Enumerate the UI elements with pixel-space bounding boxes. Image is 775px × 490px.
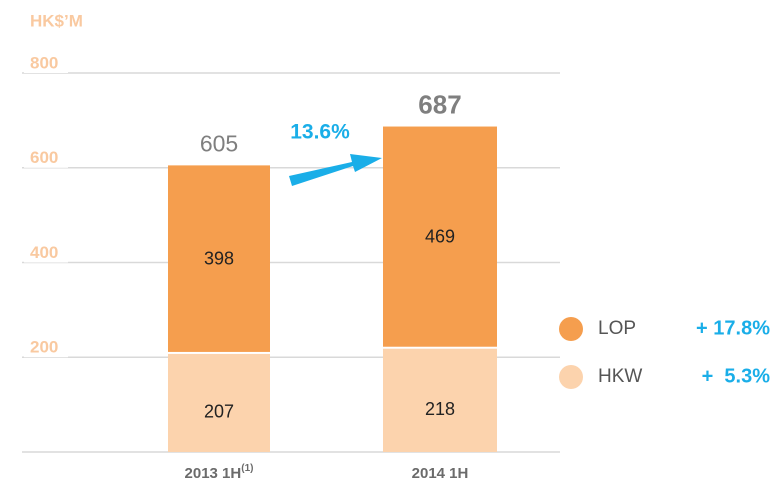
growth-arrow — [289, 154, 382, 186]
y-tick-label: 200 — [30, 338, 58, 357]
category: 2014 1H — [412, 465, 469, 482]
footnote-marker: (1) — [241, 463, 253, 474]
legend-label: HKW — [598, 366, 642, 387]
bar-segment — [383, 348, 497, 452]
legend-swatch — [559, 365, 583, 389]
bar-segment — [383, 126, 497, 347]
value-label: 207 — [204, 402, 234, 422]
total-label: 687 — [418, 89, 461, 119]
growth-annotation: 13.6% — [290, 121, 350, 144]
y-tick-label: 400 — [30, 243, 58, 262]
y-axis-label: HK$’M — [30, 11, 83, 30]
value-label: 469 — [425, 226, 455, 246]
y-tick-label: 800 — [30, 53, 58, 72]
tick-label-bg — [24, 55, 68, 73]
legend-growth: + 5.3% — [702, 365, 771, 387]
bar-segment — [168, 165, 270, 352]
category: 2013 1H — [185, 465, 242, 482]
tick-label-bg — [24, 244, 68, 263]
value-label: 398 — [204, 248, 234, 268]
x-tick-label: 2014 1H — [412, 465, 469, 482]
tick-label-bg — [24, 339, 68, 358]
legend-swatch — [559, 317, 583, 341]
legend-growth: + 17.8% — [696, 317, 770, 339]
x-tick-label: 2013 1H(1) — [185, 463, 254, 482]
value-label: 218 — [425, 399, 455, 419]
bar-segment — [168, 353, 270, 452]
tick-label-bg — [24, 149, 68, 168]
y-tick-label: 600 — [30, 148, 58, 167]
legend-label: LOP — [598, 318, 636, 339]
total-label: 605 — [200, 130, 238, 156]
